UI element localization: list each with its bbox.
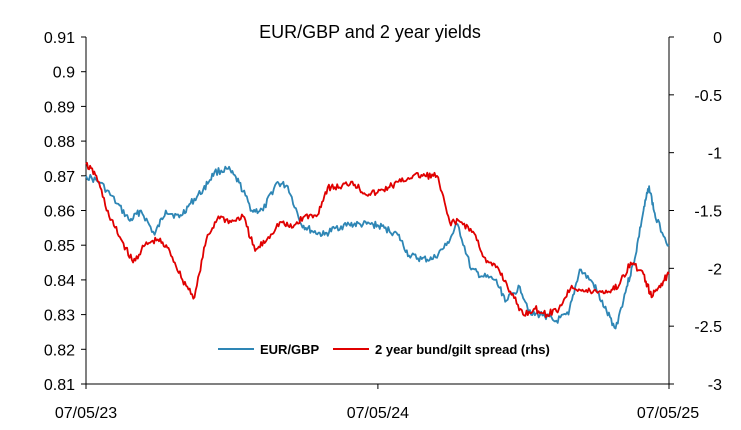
left-y-tick-label: 0.89 <box>44 99 75 116</box>
left-y-tick-label: 0.87 <box>44 169 75 186</box>
right-y-tick-label: -1.5 <box>694 204 722 221</box>
series-line-0 <box>85 165 670 330</box>
right-y-tick-label: -2 <box>708 261 722 278</box>
left-y-tick-label: 0.88 <box>44 134 75 151</box>
left-y-tick-label: 0.86 <box>44 204 75 221</box>
left-y-tick-label: 0.84 <box>44 273 75 290</box>
left-y-tick-label: 0.85 <box>44 238 75 255</box>
right-y-tick-label: -3 <box>708 377 722 394</box>
legend: EUR/GBP 2 year bund/gilt spread (rhs) <box>218 342 550 357</box>
right-y-ticks: 0 -0.5 -1 -1.5 -2 -2.5 -3 <box>669 30 722 394</box>
left-y-tick-label: 0.91 <box>44 30 75 47</box>
right-y-tick-label: -1 <box>708 146 722 163</box>
left-y-tick-label: 0.9 <box>53 65 75 82</box>
x-ticks: 07/05/23 07/05/24 07/05/25 <box>55 384 699 422</box>
left-y-tick-label: 0.82 <box>44 342 75 359</box>
x-tick-label: 07/05/23 <box>55 405 117 422</box>
right-y-tick-label: 0 <box>713 30 722 47</box>
left-y-tick-label: 0.83 <box>44 308 75 325</box>
right-y-tick-label: -2.5 <box>694 319 722 336</box>
left-y-ticks: 0.91 0.9 0.89 0.88 0.87 0.86 0.85 0.84 0.83 0.82 0… <box>44 30 86 394</box>
right-y-tick-label: -0.5 <box>694 88 722 105</box>
x-tick-label: 07/05/25 <box>637 405 699 422</box>
legend-label-eurgbp: EUR/GBP <box>260 342 320 357</box>
series-line-1 <box>85 161 670 319</box>
chart-title: EUR/GBP and 2 year yields <box>259 22 481 42</box>
left-y-tick-label: 0.81 <box>44 377 75 394</box>
x-tick-label: 07/05/24 <box>347 405 409 422</box>
series-layer <box>85 161 670 330</box>
legend-label-spread: 2 year bund/gilt spread (rhs) <box>375 342 550 357</box>
